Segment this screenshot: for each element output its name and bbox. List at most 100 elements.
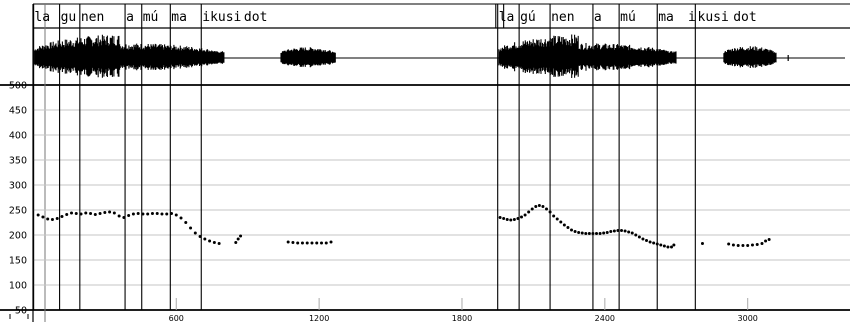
syllable-label: dot (244, 10, 267, 25)
pitch-point (605, 231, 609, 234)
pitch-point (602, 231, 606, 235)
pitch-point (755, 243, 759, 246)
pitch-point (329, 240, 333, 244)
syllable-label: nen (551, 10, 574, 25)
pitch-point (108, 210, 112, 214)
pitch-point (208, 239, 212, 243)
x-tick-label-600: 600 (169, 314, 184, 323)
y-tick-label-350: 350 (9, 156, 27, 167)
pitch-point (520, 215, 523, 219)
pitch-point (587, 232, 591, 235)
pitch-point (641, 237, 645, 241)
pitch-point (562, 223, 566, 227)
pitch-point (160, 212, 164, 216)
pitch-point (548, 210, 552, 214)
pitch-point (155, 212, 159, 215)
pitch-point (570, 228, 574, 232)
pitch-point (566, 226, 570, 229)
y-tick-label-100: 100 (9, 281, 27, 292)
pitch-point (46, 217, 50, 221)
pitch-point (727, 242, 731, 246)
pitch-point (193, 231, 197, 235)
pitch-point (65, 213, 69, 216)
x-tick-label-2400: 2400 (595, 314, 615, 323)
pitch-point (165, 212, 169, 216)
syllable-label: ikusi (202, 10, 241, 25)
syllable-label: kusi (698, 10, 729, 25)
syllable-label: gu (61, 10, 77, 25)
pitch-point (315, 241, 319, 245)
pitch-point (198, 235, 202, 238)
syllable-label: ma (171, 10, 187, 25)
waveform-burst-2 (498, 34, 677, 78)
pitch-point (286, 240, 290, 244)
pitch-point (324, 241, 328, 245)
syllable-label: la (499, 10, 515, 25)
x-tick-label-1800: 1800 (452, 314, 472, 323)
axis-labels: 50 100 150 200 250 300 350 400 450 500 600 1200 1800… (9, 81, 758, 324)
pitch-point (634, 233, 638, 237)
pitch-point (652, 241, 656, 245)
pitch-point (203, 237, 207, 241)
pitch-point (760, 242, 764, 245)
pitch-point (516, 217, 520, 220)
pitch-point (239, 234, 243, 238)
pitch-point (179, 216, 183, 220)
syllable-label: i (688, 10, 696, 25)
pitch-point (623, 229, 627, 233)
pitch-point (291, 241, 295, 244)
pitch-point (659, 243, 663, 247)
pitch-point (700, 242, 704, 245)
waveform-burst-3 (723, 46, 777, 68)
pitch-point (79, 212, 83, 216)
pitch-point (310, 241, 314, 245)
pitch-point (146, 212, 150, 216)
pitch-point (555, 217, 559, 221)
pitch-point (50, 218, 54, 221)
pitch-point (534, 205, 538, 208)
pitch-point (36, 213, 40, 217)
pitch-point (512, 218, 516, 221)
pitch-point (545, 207, 549, 211)
pitch-series (36, 204, 771, 249)
pitch-point (505, 218, 509, 221)
pitch-point (637, 235, 641, 239)
y-tick-label-500: 500 (9, 81, 27, 92)
pitch-point (189, 226, 193, 230)
pitch-point (741, 244, 745, 247)
pitch-point (731, 243, 735, 247)
syllable-label: a (126, 10, 134, 25)
pitch-point (60, 215, 64, 218)
pitch-point (655, 242, 659, 246)
pitch-point (74, 212, 78, 215)
pitch-point (580, 231, 584, 235)
syllable-labels: la gu nen a mú ma ikusi dot la gú nen a mú ma i kusi dot (34, 10, 756, 25)
pitch-point (70, 211, 73, 215)
pitch-point (523, 213, 527, 217)
pitch-point (174, 213, 178, 217)
pitch-point (320, 241, 323, 245)
syllable-label: la (34, 10, 50, 25)
pitch-point (234, 241, 238, 244)
pitch-point (527, 210, 531, 214)
pitch-point (217, 242, 221, 245)
pitch-point (573, 230, 577, 233)
pitch-point (509, 218, 513, 222)
pitch-point (630, 231, 634, 235)
syllable-label: gú (520, 10, 536, 25)
pitch-point (117, 214, 121, 218)
y-tick-label-150: 150 (9, 256, 27, 267)
pitch-point (670, 245, 674, 249)
pitch-point (131, 212, 135, 216)
y-tick-label-250: 250 (9, 206, 27, 217)
pitch-point (577, 231, 581, 234)
pitch-point (184, 221, 188, 224)
pitch-point (750, 243, 754, 247)
chart-grid (33, 109, 850, 310)
pitch-point (112, 211, 116, 215)
pitch-point (662, 244, 666, 248)
pitch-point (598, 232, 602, 235)
pitch-point (648, 240, 652, 244)
